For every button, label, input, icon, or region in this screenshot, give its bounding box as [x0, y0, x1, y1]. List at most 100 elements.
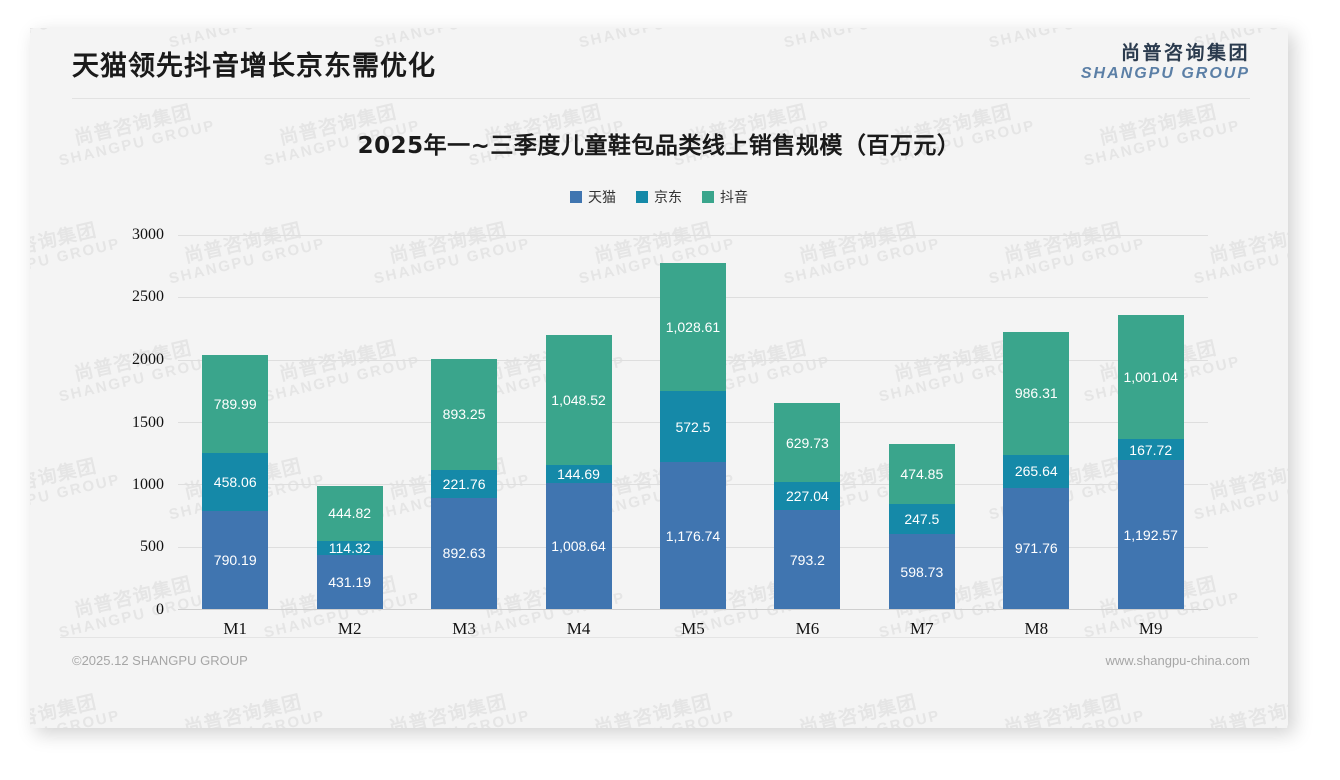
bar-column-M2[interactable]: 444.82 114.32 431.19 M2 — [292, 235, 406, 638]
bar-segment-value-label: 458.06 — [213, 473, 257, 490]
bar-column-M9[interactable]: 1,001.04 167.72 1,192.57 M9 — [1094, 235, 1208, 638]
bar-column-M7[interactable]: 474.85 247.5 598.73 M7 — [865, 235, 979, 638]
bar-segment-京东[interactable]: 114.32 — [316, 541, 383, 556]
bar-segment-value-label: 572.5 — [675, 418, 711, 435]
x-axis-tick-label: M5 — [681, 619, 705, 638]
bar-segment-天猫[interactable]: 892.63 — [431, 497, 498, 609]
x-axis-tick-label: M3 — [452, 619, 476, 638]
bar-segment-天猫[interactable]: 1,176.74 — [659, 462, 726, 609]
bar-segment-value-label: 444.82 — [328, 505, 372, 522]
legend-item-label: 抖音 — [720, 190, 748, 206]
stacked-bar[interactable]: 1,001.04 167.72 1,192.57 — [1117, 314, 1184, 609]
bar-segment-京东[interactable]: 247.5 — [888, 503, 955, 535]
stacked-bar[interactable]: 1,048.52 144.69 1,008.64 — [545, 334, 612, 609]
chart-legend: 天猫 京东 抖音 — [30, 187, 1288, 207]
legend-item-抖音[interactable]: 抖音 — [702, 187, 748, 207]
y-axis-tick-label: 2000 — [132, 350, 164, 368]
legend-swatch-icon — [570, 191, 582, 203]
brand-logo: 尚普咨询集团 SHANGPU GROUP — [1081, 43, 1250, 82]
bar-segment-抖音[interactable]: 1,001.04 — [1117, 314, 1184, 440]
bar-segment-京东[interactable]: 221.76 — [431, 470, 498, 498]
bar-segment-抖音[interactable]: 629.73 — [774, 403, 841, 482]
stacked-bar[interactable]: 893.25 221.76 892.63 — [431, 358, 498, 609]
stacked-bar[interactable]: 474.85 247.5 598.73 — [888, 444, 955, 609]
gridline: 3000 — [132, 226, 1208, 243]
bar-segment-value-label: 790.19 — [213, 551, 257, 568]
bar-segment-value-label: 892.63 — [442, 545, 486, 562]
slide-card: 尚普咨询集团 SHANGPU GROUP 尚普咨询集团 SHANGPU GROUP 尚普… — [30, 28, 1288, 728]
x-axis-tick-label: M7 — [910, 619, 934, 638]
stacked-bar[interactable]: 789.99 458.06 790.19 — [202, 354, 269, 609]
stacked-bar[interactable]: 444.82 114.32 431.19 — [316, 485, 383, 609]
bar-segment-抖音[interactable]: 474.85 — [888, 444, 955, 504]
bar-segment-京东[interactable]: 572.5 — [659, 390, 726, 463]
y-axis-tick-label: 0 — [156, 601, 164, 618]
y-axis-tick-label: 2500 — [132, 288, 164, 306]
page-title: 天猫领先抖音增长京东需优化 — [72, 50, 436, 82]
legend-item-京东[interactable]: 京东 — [636, 187, 682, 207]
chart-plot-area: 3000 2500 2000 1500 1000 500 0 789.99 458.06 790… — [30, 217, 1230, 638]
bar-segment-value-label: 474.85 — [900, 465, 944, 482]
bar-segment-天猫[interactable]: 971.76 — [1003, 487, 1070, 609]
bar-segment-京东[interactable]: 144.69 — [545, 465, 612, 484]
bar-segment-value-label: 221.76 — [442, 475, 486, 492]
bar-column-M5[interactable]: 1,028.61 572.5 1,176.74 M5 — [636, 235, 750, 638]
footer-copyright: ©2025.12 SHANGPU GROUP — [72, 652, 248, 668]
bar-segment-天猫[interactable]: 1,008.64 — [545, 483, 612, 609]
bar-segment-抖音[interactable]: 893.25 — [431, 358, 498, 471]
bar-segment-value-label: 986.31 — [1014, 385, 1058, 402]
bar-segment-value-label: 1,001.04 — [1123, 369, 1178, 386]
bar-segment-value-label: 167.72 — [1129, 441, 1173, 458]
bar-column-M3[interactable]: 893.25 221.76 892.63 M3 — [407, 235, 521, 638]
bar-segment-抖音[interactable]: 789.99 — [202, 354, 269, 454]
bar-segment-value-label: 1,048.52 — [551, 391, 606, 408]
chart-canvas: 3000 2500 2000 1500 1000 500 0 789.99 458.06 790… — [132, 226, 1208, 638]
bar-column-M4[interactable]: 1,048.52 144.69 1,008.64 M4 — [521, 235, 635, 638]
bar-segment-京东[interactable]: 167.72 — [1117, 439, 1184, 461]
bar-segment-京东[interactable]: 265.64 — [1003, 454, 1070, 488]
bar-segment-天猫[interactable]: 790.19 — [202, 510, 269, 609]
bar-segment-京东[interactable]: 227.04 — [774, 481, 841, 511]
legend-item-label: 天猫 — [588, 190, 616, 206]
slide-footer: ©2025.12 SHANGPU GROUP www.shangpu-china… — [30, 638, 1288, 682]
x-axis-tick-label: M9 — [1138, 619, 1163, 638]
stacked-bar[interactable]: 629.73 227.04 793.2 — [774, 403, 841, 609]
bar-segment-value-label: 793.2 — [789, 551, 825, 568]
x-axis-tick-label: M8 — [1024, 619, 1049, 638]
bar-segment-value-label: 789.99 — [213, 396, 257, 413]
bar-segment-抖音[interactable]: 444.82 — [316, 485, 383, 541]
bar-segment-天猫[interactable]: 431.19 — [316, 555, 383, 609]
stacked-bar[interactable]: 1,028.61 572.5 1,176.74 — [659, 262, 726, 609]
bar-segment-天猫[interactable]: 1,192.57 — [1117, 460, 1184, 609]
y-axis-tick-label: 1000 — [132, 475, 164, 493]
legend-item-天猫[interactable]: 天猫 — [570, 187, 616, 207]
gridline: 0 — [156, 601, 1208, 618]
bar-segment-value-label: 431.19 — [328, 574, 372, 591]
bar-segment-天猫[interactable]: 598.73 — [888, 534, 955, 609]
x-axis-tick-label: M1 — [223, 619, 248, 638]
legend-swatch-icon — [702, 191, 714, 203]
bar-segment-天猫[interactable]: 793.2 — [774, 510, 841, 609]
bar-segment-抖音[interactable]: 1,048.52 — [545, 334, 612, 466]
bar-segment-value-label: 265.64 — [1014, 463, 1058, 480]
bar-column-M1[interactable]: 789.99 458.06 790.19 M1 — [178, 235, 292, 638]
bar-segment-抖音[interactable]: 1,028.61 — [659, 262, 726, 391]
bar-segment-value-label: 629.73 — [785, 434, 829, 451]
bar-segment-抖音[interactable]: 986.31 — [1003, 331, 1070, 455]
bar-column-M8[interactable]: 986.31 265.64 971.76 M8 — [979, 235, 1093, 638]
bar-segment-京东[interactable]: 458.06 — [202, 453, 269, 511]
stacked-bar[interactable]: 986.31 265.64 971.76 — [1003, 331, 1070, 609]
bar-segment-value-label: 971.76 — [1014, 540, 1058, 557]
bar-segment-value-label: 1,028.61 — [665, 318, 721, 335]
x-axis-tick-label: M2 — [337, 619, 362, 638]
bar-column-M6[interactable]: 629.73 227.04 793.2 M6 — [750, 235, 864, 638]
bar-segment-value-label: 1,176.74 — [665, 527, 721, 544]
bars-group: 789.99 458.06 790.19 M1 444.82 114.32 431.19 M2… — [178, 235, 1208, 638]
legend-item-label: 京东 — [654, 190, 682, 206]
